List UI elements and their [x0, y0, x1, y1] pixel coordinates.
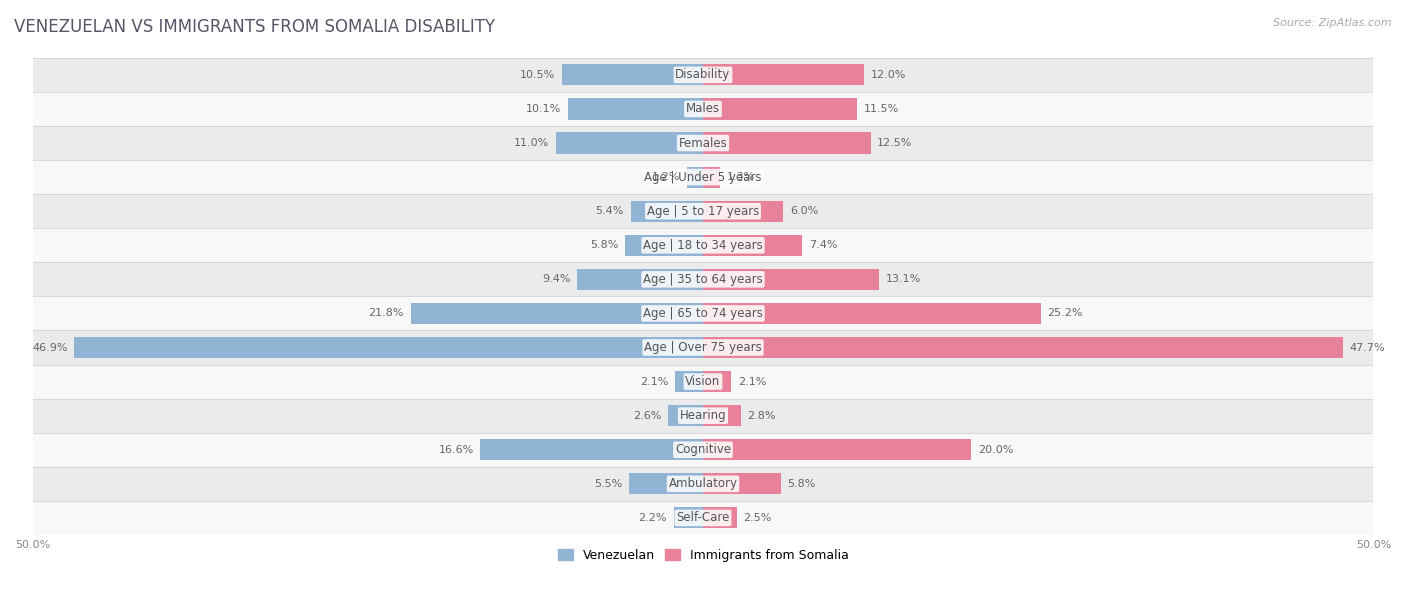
Bar: [555, 132, 703, 154]
Text: Source: ZipAtlas.com: Source: ZipAtlas.com: [1274, 18, 1392, 28]
Bar: [32, 467, 1374, 501]
Text: 2.1%: 2.1%: [640, 376, 668, 387]
Text: 5.5%: 5.5%: [595, 479, 623, 489]
Bar: [703, 439, 972, 460]
Bar: [703, 507, 737, 529]
Text: 2.5%: 2.5%: [744, 513, 772, 523]
Text: 2.1%: 2.1%: [738, 376, 766, 387]
Bar: [75, 337, 703, 358]
Bar: [703, 405, 741, 426]
Text: 2.2%: 2.2%: [638, 513, 666, 523]
Text: 5.4%: 5.4%: [596, 206, 624, 216]
Text: Age | 5 to 17 years: Age | 5 to 17 years: [647, 204, 759, 218]
Bar: [32, 433, 1374, 467]
Bar: [703, 371, 731, 392]
Text: 16.6%: 16.6%: [439, 445, 474, 455]
Bar: [576, 269, 703, 290]
Bar: [703, 201, 783, 222]
Text: 12.5%: 12.5%: [877, 138, 912, 148]
Text: Females: Females: [679, 136, 727, 149]
Text: 10.5%: 10.5%: [520, 70, 555, 80]
Text: 5.8%: 5.8%: [787, 479, 815, 489]
Bar: [32, 501, 1374, 535]
Text: Vision: Vision: [685, 375, 721, 388]
Text: 13.1%: 13.1%: [886, 274, 921, 285]
Bar: [703, 473, 780, 494]
Text: 1.2%: 1.2%: [652, 172, 681, 182]
Bar: [32, 365, 1374, 398]
Text: Disability: Disability: [675, 69, 731, 81]
Text: Age | Over 75 years: Age | Over 75 years: [644, 341, 762, 354]
Bar: [32, 228, 1374, 263]
Text: 6.0%: 6.0%: [790, 206, 818, 216]
Text: Age | 65 to 74 years: Age | 65 to 74 years: [643, 307, 763, 320]
Bar: [668, 405, 703, 426]
Bar: [626, 235, 703, 256]
Legend: Venezuelan, Immigrants from Somalia: Venezuelan, Immigrants from Somalia: [553, 544, 853, 567]
Text: 11.0%: 11.0%: [513, 138, 548, 148]
Bar: [675, 371, 703, 392]
Text: 9.4%: 9.4%: [541, 274, 571, 285]
Bar: [568, 99, 703, 119]
Text: 12.0%: 12.0%: [870, 70, 905, 80]
Text: Self-Care: Self-Care: [676, 512, 730, 524]
Text: 21.8%: 21.8%: [368, 308, 404, 318]
Text: 11.5%: 11.5%: [863, 104, 900, 114]
Bar: [481, 439, 703, 460]
Text: 2.6%: 2.6%: [633, 411, 661, 420]
Bar: [32, 92, 1374, 126]
Bar: [32, 398, 1374, 433]
Bar: [32, 58, 1374, 92]
Text: VENEZUELAN VS IMMIGRANTS FROM SOMALIA DISABILITY: VENEZUELAN VS IMMIGRANTS FROM SOMALIA DI…: [14, 18, 495, 36]
Bar: [32, 160, 1374, 194]
Bar: [703, 269, 879, 290]
Text: 10.1%: 10.1%: [526, 104, 561, 114]
Text: 1.3%: 1.3%: [727, 172, 755, 182]
Text: Age | 35 to 64 years: Age | 35 to 64 years: [643, 273, 763, 286]
Bar: [32, 330, 1374, 365]
Bar: [631, 201, 703, 222]
Bar: [703, 166, 720, 188]
Bar: [673, 507, 703, 529]
Bar: [630, 473, 703, 494]
Bar: [32, 126, 1374, 160]
Bar: [703, 235, 803, 256]
Bar: [703, 132, 870, 154]
Text: Cognitive: Cognitive: [675, 443, 731, 457]
Bar: [32, 263, 1374, 296]
Bar: [703, 99, 858, 119]
Bar: [688, 166, 703, 188]
Text: 5.8%: 5.8%: [591, 241, 619, 250]
Bar: [32, 296, 1374, 330]
Bar: [703, 337, 1343, 358]
Text: 20.0%: 20.0%: [977, 445, 1014, 455]
Bar: [32, 194, 1374, 228]
Text: 2.8%: 2.8%: [747, 411, 776, 420]
Text: Age | 18 to 34 years: Age | 18 to 34 years: [643, 239, 763, 252]
Text: 25.2%: 25.2%: [1047, 308, 1083, 318]
Bar: [411, 303, 703, 324]
Bar: [562, 64, 703, 86]
Text: 46.9%: 46.9%: [32, 343, 67, 353]
Bar: [703, 64, 863, 86]
Text: Ambulatory: Ambulatory: [668, 477, 738, 490]
Text: 47.7%: 47.7%: [1350, 343, 1385, 353]
Text: Hearing: Hearing: [679, 409, 727, 422]
Text: Males: Males: [686, 102, 720, 116]
Text: Age | Under 5 years: Age | Under 5 years: [644, 171, 762, 184]
Text: 7.4%: 7.4%: [808, 241, 838, 250]
Bar: [703, 303, 1040, 324]
